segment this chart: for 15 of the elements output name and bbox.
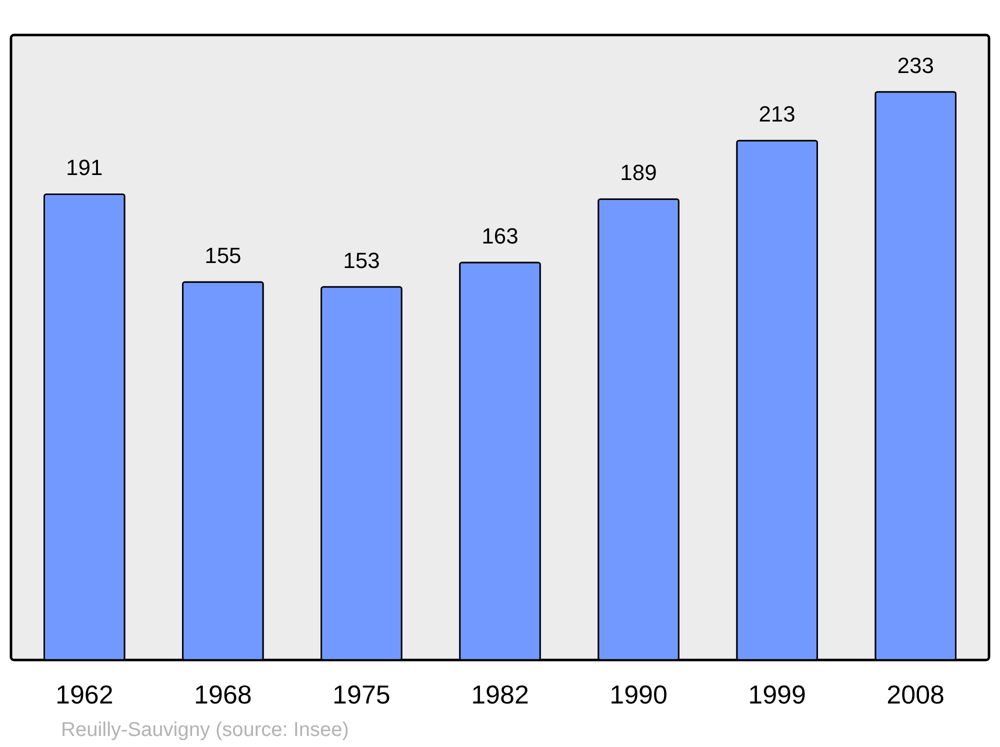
x-tick-label: 1982 <box>471 680 529 710</box>
data-label: 155 <box>204 243 242 268</box>
x-tick-label: 1962 <box>55 680 114 710</box>
data-label: 233 <box>897 52 934 78</box>
x-tick-label: 1968 <box>194 680 252 710</box>
data-label: 191 <box>66 155 103 180</box>
x-tick-label: 1999 <box>748 680 806 710</box>
x-tick-label: 2008 <box>886 680 945 710</box>
text: Reuilly-Sauvigny (source: Insee) <box>61 719 349 741</box>
data-label: 163 <box>482 224 518 249</box>
x-tick-label: 1990 <box>610 680 668 710</box>
x-tick-label: 1975 <box>332 680 390 710</box>
data-label: 213 <box>758 102 796 127</box>
data-label: 153 <box>343 248 380 273</box>
data-label: 189 <box>620 160 657 186</box>
